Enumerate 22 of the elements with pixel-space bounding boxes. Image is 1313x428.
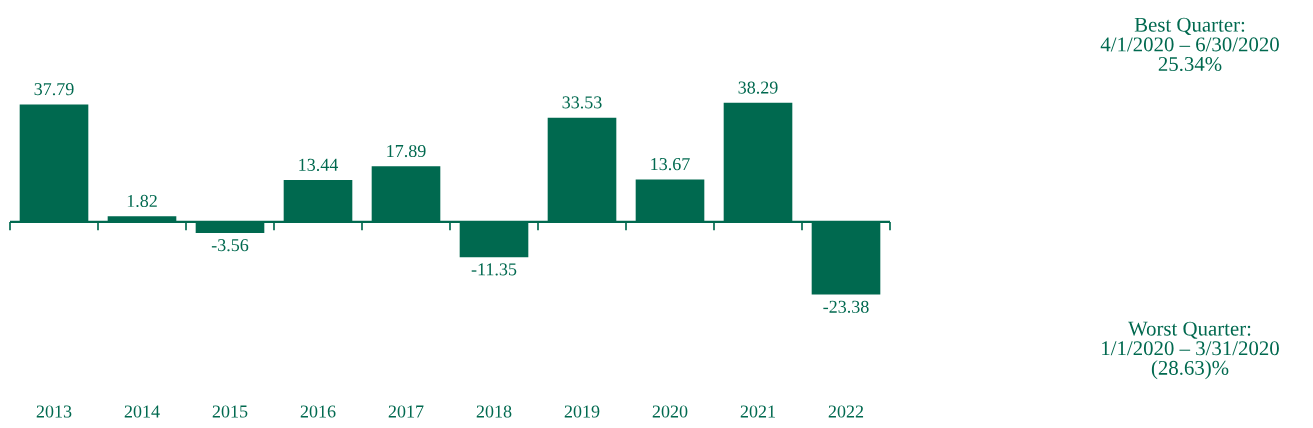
x-tick-label: 2021	[740, 405, 775, 418]
data-label: 13.67	[651, 158, 690, 171]
data-label: 13.44	[299, 158, 339, 171]
data-label: 17.89	[387, 144, 426, 158]
data-label: 1.82	[127, 194, 157, 208]
x-tick-label: 2013	[36, 405, 72, 418]
x-tick-label: 2016	[300, 405, 336, 418]
x-tick-label: 2022	[828, 405, 864, 418]
x-tick-label: 2018	[476, 405, 512, 418]
data-label: -3.56	[211, 239, 249, 252]
data-label: 37.79	[34, 83, 74, 96]
text: Worst Quarter: 1/1/2020 – 3/31/2020 (28.63)%	[1102, 321, 1279, 380]
x-tick-label: 2020	[652, 405, 688, 418]
x-tick-label: 2019	[564, 405, 600, 418]
text: Best Quarter: 4/1/2020 – 6/30/2020 25.34%	[1100, 17, 1279, 72]
x-tick-label: 2015	[212, 405, 248, 418]
data-label: -23.38	[823, 300, 869, 313]
data-label: 38.29	[738, 81, 778, 94]
data-label: -11.35	[471, 263, 517, 276]
x-tick-label: 2014	[124, 405, 160, 418]
x-tick-label: 2017	[388, 405, 424, 418]
data-label: 33.53	[562, 96, 602, 109]
